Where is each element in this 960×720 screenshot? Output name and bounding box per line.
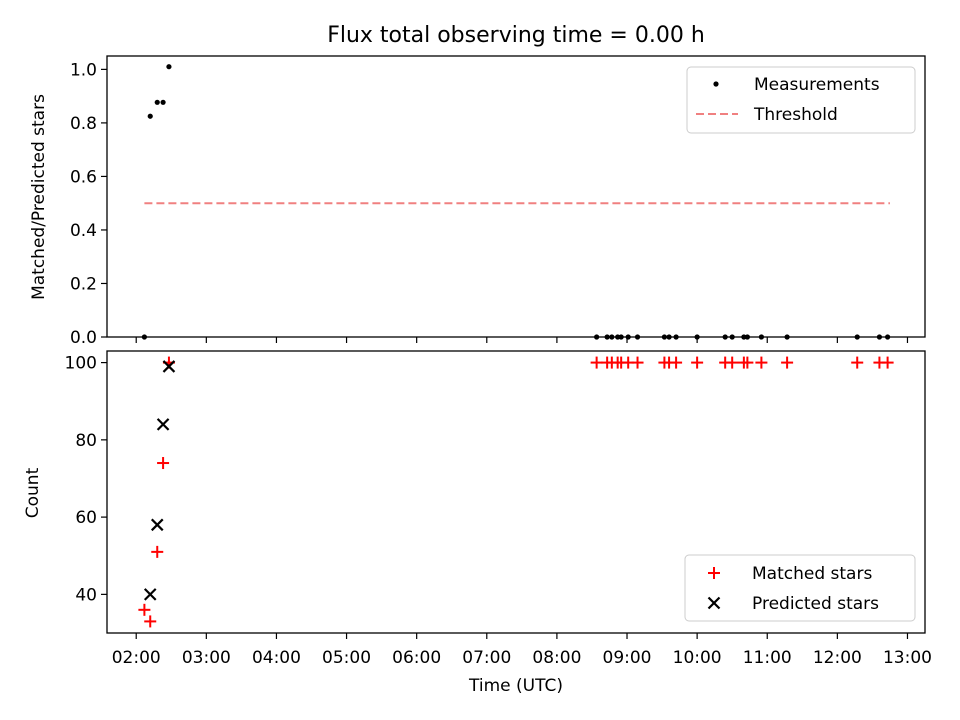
top-y-tick-label: 0.0 xyxy=(70,328,97,348)
legend-matched-label: Matched stars xyxy=(752,564,872,584)
x-tick-label: 08:00 xyxy=(532,648,581,668)
x-marker-b xyxy=(143,588,157,601)
x-tick-label: 03:00 xyxy=(182,648,231,668)
bottom-y-axis-ticks: 40 60 80 100 xyxy=(65,354,107,605)
matched-star-point xyxy=(157,457,170,470)
predicted-star-point xyxy=(143,588,157,601)
bottom-y-tick-label: 100 xyxy=(65,354,97,374)
bottom-y-tick-label: 80 xyxy=(75,431,97,451)
matched-star-point xyxy=(144,615,157,628)
top-legend: Measurements Threshold xyxy=(686,66,916,134)
measurement-point xyxy=(154,99,160,105)
measurement-point xyxy=(166,64,172,70)
measurement-point xyxy=(147,113,153,119)
legend-predicted-label: Predicted stars xyxy=(752,594,879,614)
matched-star-point xyxy=(781,356,794,369)
bottom-legend: Matched stars Predicted stars xyxy=(684,554,916,622)
top-y-tick-label: 0.4 xyxy=(70,221,97,241)
x-tick-label: 12:00 xyxy=(813,648,862,668)
matched-star-point xyxy=(631,356,644,369)
x-marker-b xyxy=(707,596,721,610)
bottom-legend-box xyxy=(684,554,916,622)
matched-star-point xyxy=(741,356,754,369)
x-tick-label: 09:00 xyxy=(603,648,652,668)
top-y-axis-ticks: 0.0 0.2 0.4 0.6 0.8 1.0 xyxy=(70,60,107,348)
top-y-tick-label: 1.0 xyxy=(70,60,97,80)
matched-star-point xyxy=(590,356,603,369)
x-tick-label: 02:00 xyxy=(112,648,161,668)
legend-predicted-cross xyxy=(707,596,721,610)
bottom-y-tick-label: 40 xyxy=(75,585,97,605)
top-legend-box xyxy=(686,66,916,134)
matched-star-point xyxy=(755,356,768,369)
x-tick-label: 05:00 xyxy=(322,648,371,668)
matched-star-point xyxy=(138,603,151,616)
x-marker-b xyxy=(156,418,170,431)
x-tick-label: 10:00 xyxy=(673,648,722,668)
bottom-x-axis-ticks: 02:00 03:00 04:00 05:00 06:00 07:00 08:00 09:00… xyxy=(112,633,932,668)
top-y-tick-label: 0.6 xyxy=(70,167,97,187)
bottom-y-axis-label: Count xyxy=(23,467,43,518)
measurement-point xyxy=(160,99,166,105)
legend-matched-marker xyxy=(708,567,720,579)
top-y-tick-label: 0.8 xyxy=(70,114,97,134)
x-tick-label: 04:00 xyxy=(252,648,301,668)
bottom-plot-area xyxy=(138,356,894,628)
x-tick-label: 13:00 xyxy=(883,648,932,668)
x-axis-label: Time (UTC) xyxy=(468,676,563,696)
x-marker-b xyxy=(162,360,176,373)
top-y-axis-label: Matched/Predicted stars xyxy=(29,94,49,300)
top-x-axis-ticks xyxy=(135,337,909,343)
matched-star-point xyxy=(851,356,864,369)
legend-matched-plus xyxy=(708,567,720,579)
bottom-plot-frame xyxy=(106,350,926,634)
legend-threshold-label: Threshold xyxy=(753,105,838,125)
x-tick-label: 06:00 xyxy=(392,648,441,668)
matched-star-point xyxy=(670,356,683,369)
x-tick-label: 07:00 xyxy=(462,648,511,668)
predicted-star-point xyxy=(162,360,176,373)
chart-title: Flux total observing time = 0.00 h xyxy=(327,23,705,48)
top-y-tick-label: 0.2 xyxy=(70,274,97,294)
x-tick-label: 11:00 xyxy=(743,648,792,668)
matched-star-point xyxy=(151,545,164,558)
predicted-star-point xyxy=(150,518,164,532)
legend-measurements-label: Measurements xyxy=(754,75,880,95)
legend-measurements-marker xyxy=(713,81,719,87)
predicted-star-point xyxy=(156,418,170,431)
legend-predicted-marker xyxy=(707,596,721,610)
bottom-y-tick-label: 60 xyxy=(75,508,97,528)
x-marker-b xyxy=(150,518,164,532)
matched-star-point xyxy=(881,356,894,369)
top-plot-frame xyxy=(106,55,926,338)
matched-star-point xyxy=(691,356,704,369)
matched-star-point xyxy=(726,356,739,369)
